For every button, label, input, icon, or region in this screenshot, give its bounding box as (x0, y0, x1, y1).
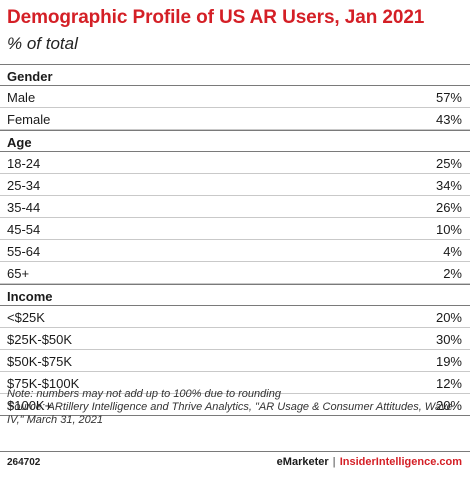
section-title: Income (7, 289, 53, 304)
table-row: Female 43% (0, 108, 470, 130)
row-value: 2% (443, 266, 462, 281)
row-value: 25% (435, 156, 462, 171)
section-header-age: Age (0, 130, 470, 152)
row-value: 57% (435, 90, 462, 105)
table-row: 18-24 25% (0, 152, 470, 174)
table-row: <$25K 20% (0, 306, 470, 328)
table-row: Male 57% (0, 86, 470, 108)
chart-subtitle: % of total (7, 34, 78, 53)
row-label: 25-34 (7, 178, 41, 193)
table-row: 25-34 34% (0, 174, 470, 196)
row-label: 55-64 (7, 244, 41, 259)
row-label: Female (7, 112, 51, 127)
row-label: $100K+ (7, 398, 53, 413)
table-row: $100K+ 20% (0, 394, 470, 416)
row-label: 45-54 (7, 222, 41, 237)
table-row: $50K-$75K 19% (0, 350, 470, 372)
row-label: $75K-$100K (7, 376, 80, 391)
table-row: 65+ 2% (0, 262, 470, 284)
row-value: 10% (435, 222, 462, 237)
row-value: 26% (435, 200, 462, 215)
row-label: $25K-$50K (7, 332, 73, 347)
insider-intelligence-text: InsiderIntelligence.com (339, 456, 462, 468)
row-value: 20% (435, 310, 462, 325)
table-row: 55-64 4% (0, 240, 470, 262)
row-value: 34% (435, 178, 462, 193)
row-value: 12% (435, 376, 462, 391)
footer-divider (0, 451, 470, 452)
data-table: Gender Male 57% Female 43% Age 18-24 25% 25-34 34… (0, 64, 470, 416)
chart-title: Demographic Profile of US AR Users, Jan … (7, 7, 425, 28)
table-row: $75K-$100K 12% (0, 372, 470, 394)
table-row: $25K-$50K 30% (0, 328, 470, 350)
section-title: Gender (7, 69, 53, 84)
row-value: 20% (435, 398, 462, 413)
notes-block: Note: numbers may not add up to 100% due… (7, 388, 465, 427)
row-value: 4% (443, 244, 462, 259)
table-row: 45-54 10% (0, 218, 470, 240)
note-text: Note: numbers may not add up to 100% due… (7, 388, 281, 400)
row-label: <$25K (7, 310, 45, 325)
brand-separator: | (332, 456, 336, 468)
row-value: 43% (435, 112, 462, 127)
row-label: 65+ (7, 266, 30, 281)
emarketer-logo-text: eMarketer (276, 456, 329, 468)
brand-footer: eMarketer | InsiderIntelligence.com (277, 456, 462, 468)
table-row: 35-44 26% (0, 196, 470, 218)
row-value: 30% (435, 332, 462, 347)
row-label: Male (7, 90, 36, 105)
chart-id: 264702 (7, 457, 41, 468)
section-header-income: Income (0, 284, 470, 306)
section-header-gender: Gender (0, 64, 470, 86)
row-value: 19% (435, 354, 462, 369)
row-label: $50K-$75K (7, 354, 73, 369)
section-title: Age (7, 135, 32, 150)
row-label: 35-44 (7, 200, 41, 215)
source-text: Source: ARtillery Intelligence and Thriv… (7, 401, 453, 426)
row-label: 18-24 (7, 156, 41, 171)
